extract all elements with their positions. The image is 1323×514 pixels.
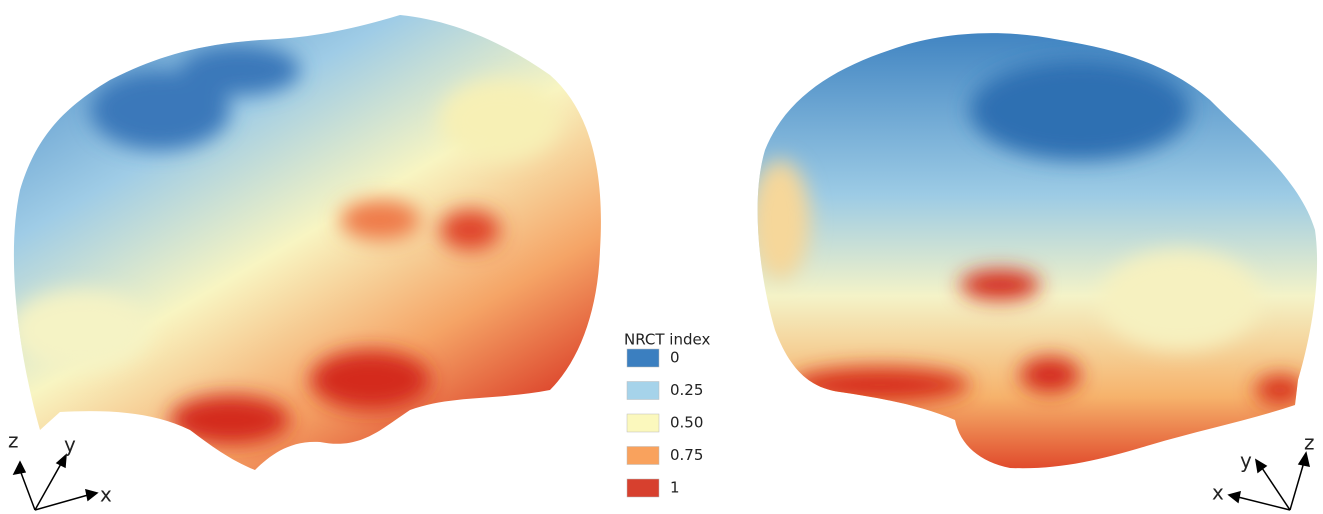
figure: NRCT index 0 0.25 0.50 0.75 1 z y x z y x (0, 0, 1323, 514)
legend-label: 0.50 (670, 414, 703, 432)
left-axes (14, 455, 97, 510)
axis-label: y (1240, 449, 1252, 473)
legend-swatch (627, 382, 659, 400)
legend-title: NRCT index (624, 331, 710, 349)
legend-label: 0.25 (670, 381, 703, 399)
legend-label: 1 (670, 479, 680, 497)
right-heatmap (740, 20, 1323, 480)
axis-label: x (100, 483, 112, 507)
axis-label: z (1304, 431, 1315, 455)
legend-swatch (627, 447, 659, 465)
axis-label: x (1212, 481, 1224, 505)
legend: NRCT index 0 0.25 0.50 0.75 1 (624, 331, 710, 498)
legend-label: 0 (670, 349, 680, 367)
left-heatmap (0, 0, 620, 480)
legend-swatch (627, 349, 659, 367)
axis-label: z (8, 429, 19, 453)
legend-swatch (627, 479, 659, 497)
legend-label: 0.75 (670, 446, 703, 464)
legend-swatch (627, 414, 659, 432)
axis-label: y (64, 433, 76, 457)
